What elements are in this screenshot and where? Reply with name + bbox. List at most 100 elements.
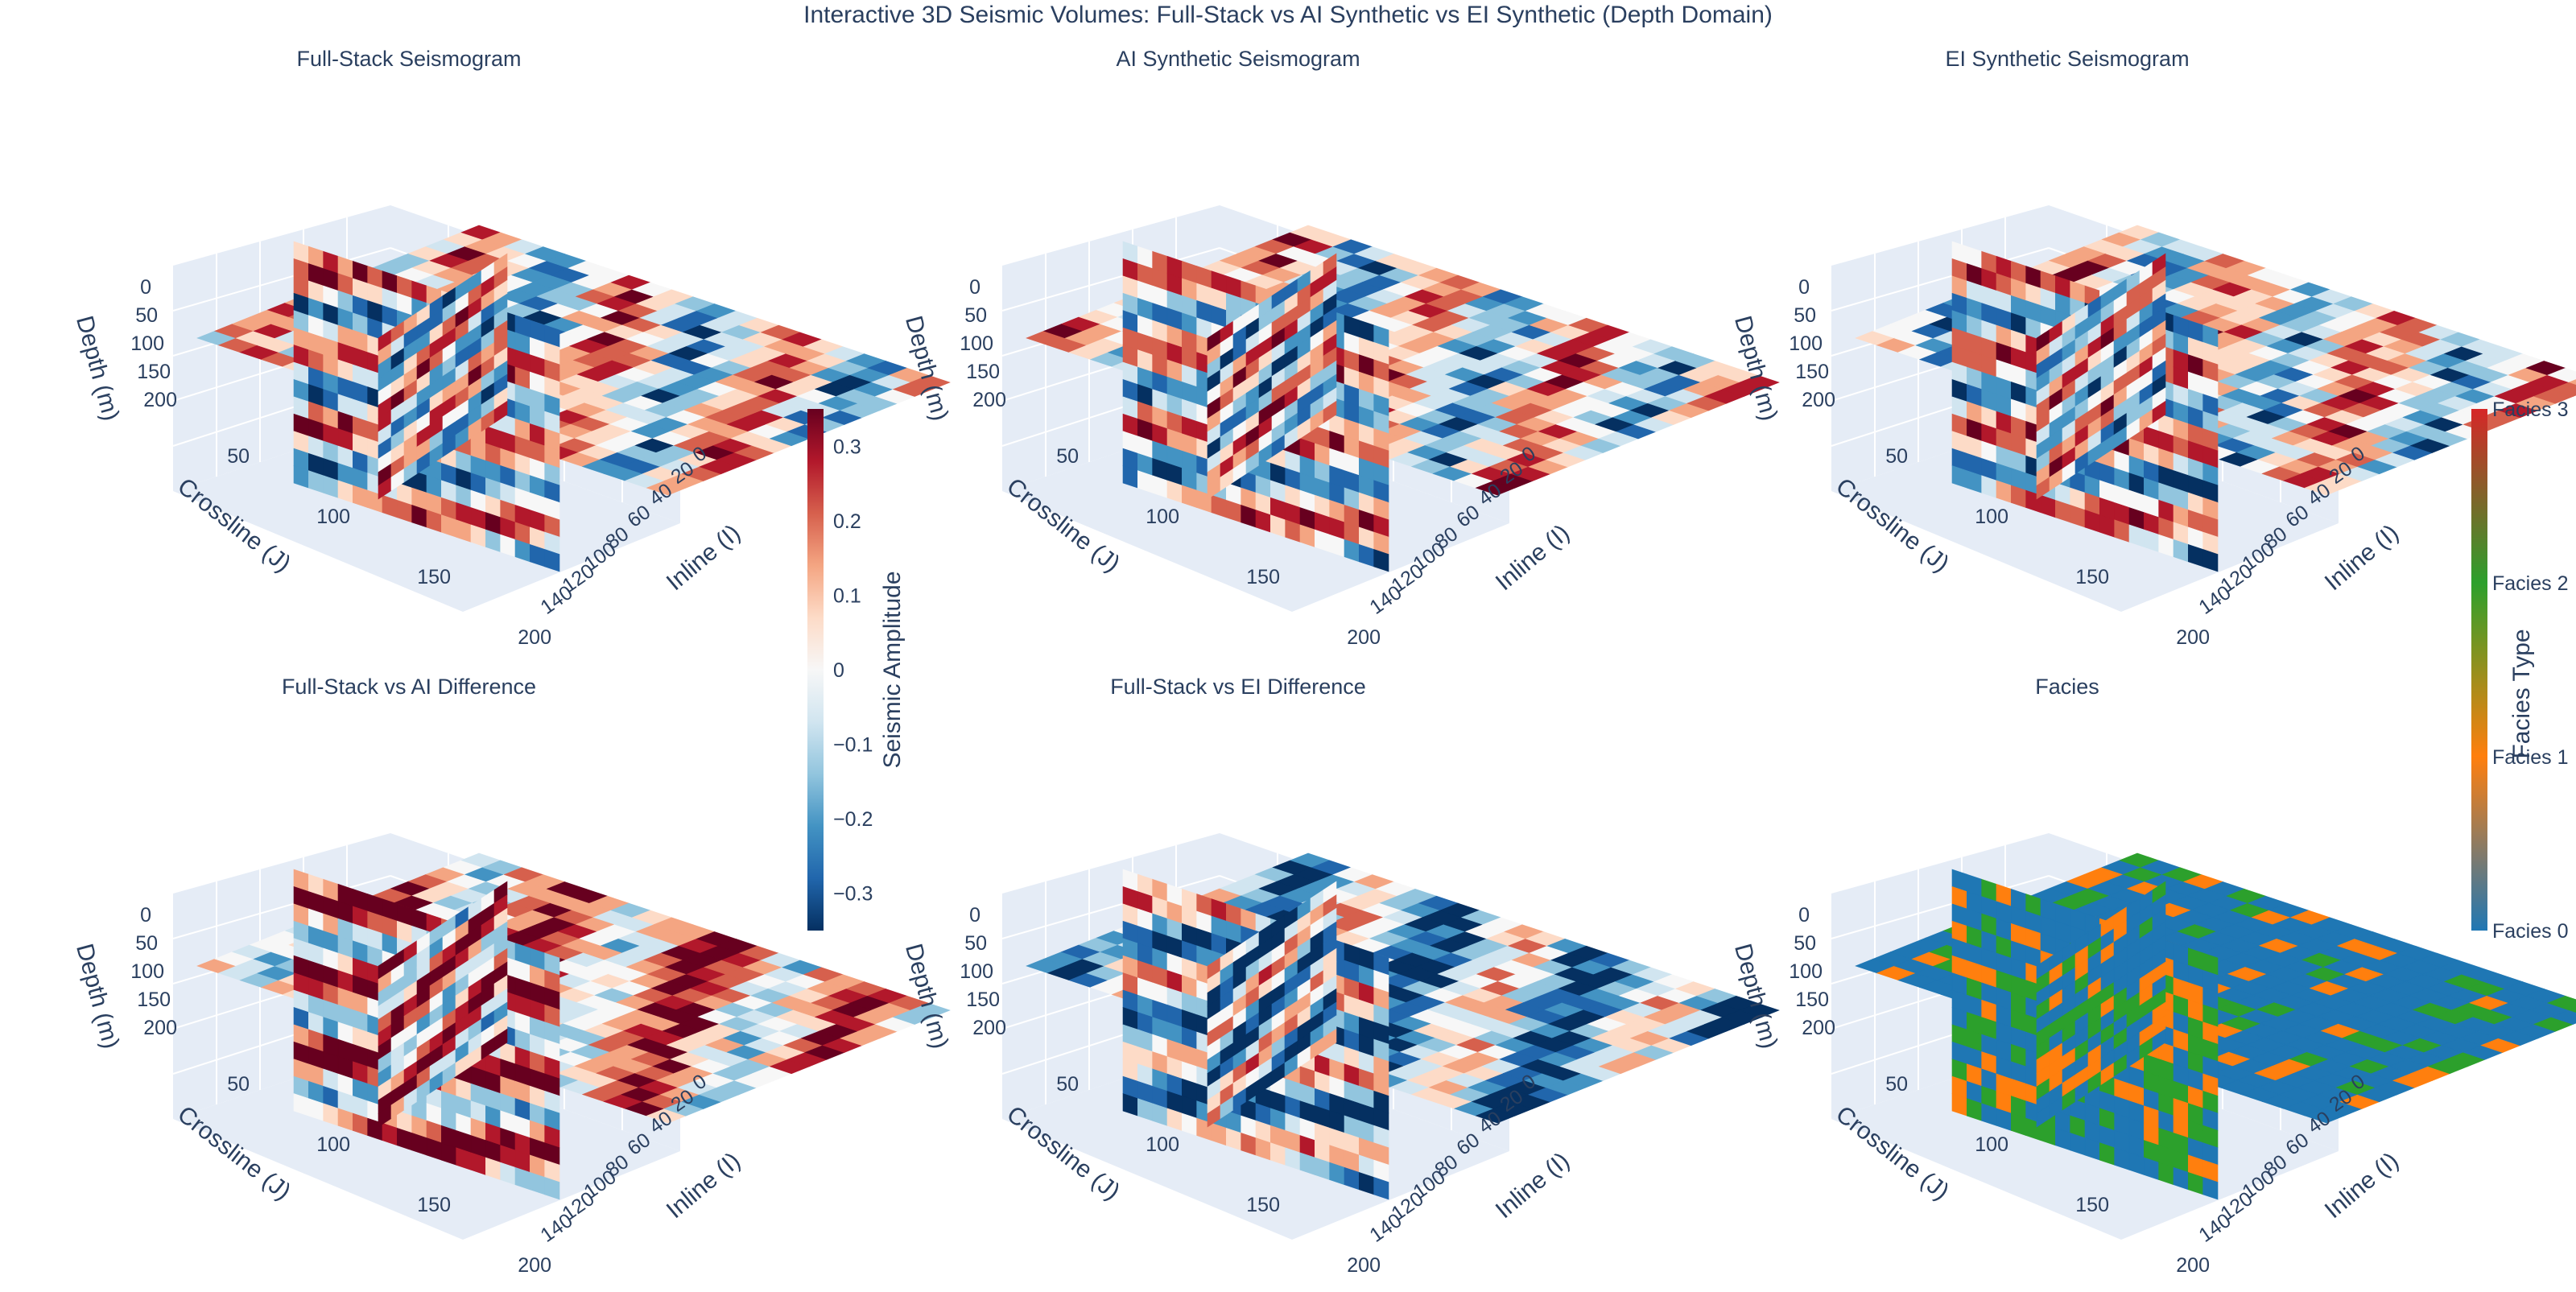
seismic-colorbar[interactable]: 0.3 0.2 0.1 0 −0.1 −0.2 −0.3 Seismic Amplitude bbox=[807, 409, 906, 931]
facies-colorbar-tick: Facies 0 bbox=[2492, 920, 2568, 943]
subplot-title: AI Synthetic Seismogram bbox=[1116, 47, 1360, 71]
depth-tick-label: 200 bbox=[972, 1017, 1006, 1039]
crossline-slice[interactable] bbox=[378, 881, 508, 1128]
crossline-tick-label: 150 bbox=[417, 566, 451, 588]
facies-colorbar[interactable]: Facies 3 Facies 2 Facies 1 Facies 0 Facies T… bbox=[2471, 398, 2568, 943]
depth-tick-label: 100 bbox=[960, 960, 993, 983]
crossline-tick-label: 100 bbox=[1146, 1133, 1179, 1156]
crossline-tick-label: 50 bbox=[1056, 445, 1079, 468]
crossline-tick-label: 200 bbox=[1347, 626, 1381, 649]
subplot-r0c0[interactable]: Full-Stack Seismogram 0 50 100 150 200 Depth (… bbox=[71, 47, 951, 649]
depth-tick-label: 0 bbox=[1798, 904, 1810, 927]
depth-tick-label: 50 bbox=[135, 932, 158, 955]
depth-tick-label: 50 bbox=[1794, 304, 1816, 327]
seismic-colorbar-tick: 0.1 bbox=[833, 584, 861, 607]
depth-tick-label: 0 bbox=[1798, 276, 1810, 299]
crossline-tick-label: 200 bbox=[2176, 1254, 2210, 1277]
depth-tick-label: 0 bbox=[969, 904, 980, 927]
crossline-tick-label: 50 bbox=[1885, 1073, 1908, 1096]
crossline-slice[interactable] bbox=[2036, 253, 2166, 500]
inline-axis-label: Inline (I) bbox=[662, 519, 745, 596]
depth-tick-label: 150 bbox=[137, 989, 171, 1011]
depth-tick-label: 50 bbox=[964, 304, 987, 327]
crossline-slice[interactable] bbox=[378, 253, 508, 500]
facies-colorbar-title: Facies Type bbox=[2508, 629, 2535, 758]
inline-axis-label: Inline (I) bbox=[2320, 1147, 2404, 1224]
seismic-colorbar-tick: −0.1 bbox=[833, 734, 873, 757]
crossline-tick-label: 200 bbox=[1347, 1254, 1381, 1277]
subplot-title: Full-Stack vs EI Difference bbox=[1110, 675, 1366, 699]
depth-tick-label: 0 bbox=[140, 904, 151, 927]
depth-tick-label: 150 bbox=[966, 989, 1000, 1011]
depth-tick-label: 200 bbox=[972, 389, 1006, 411]
depth-tick-label: 200 bbox=[143, 389, 177, 411]
depth-axis-label: Depth (m) bbox=[71, 941, 124, 1051]
depth-tick-label: 100 bbox=[1789, 960, 1823, 983]
inline-axis-label: Inline (I) bbox=[1491, 1147, 1575, 1224]
crossline-tick-label: 50 bbox=[227, 1073, 250, 1096]
figure-title: Interactive 3D Seismic Volumes: Full-Sta… bbox=[803, 2, 1773, 28]
crossline-tick-label: 100 bbox=[316, 1133, 350, 1156]
crossline-tick-label: 200 bbox=[2176, 626, 2210, 649]
depth-tick-label: 150 bbox=[966, 361, 1000, 383]
crossline-tick-label: 100 bbox=[316, 506, 350, 528]
depth-tick-label: 100 bbox=[1789, 332, 1823, 355]
depth-tick-label: 200 bbox=[143, 1017, 177, 1039]
crossline-slice[interactable] bbox=[2036, 881, 2166, 1128]
seismic-colorbar-tick: 0.3 bbox=[833, 435, 861, 458]
depth-axis: 0 50 100 150 200 Depth (m) bbox=[71, 276, 177, 423]
depth-tick-label: 150 bbox=[137, 361, 171, 383]
subplot-title: Facies bbox=[2035, 675, 2099, 699]
depth-axis: 0 50 100 150 200 Depth (m) bbox=[71, 904, 177, 1051]
depth-axis-label: Depth (m) bbox=[71, 313, 124, 423]
crossline-tick-label: 50 bbox=[227, 445, 250, 468]
depth-tick-label: 200 bbox=[1802, 1017, 1835, 1039]
depth-tick-label: 100 bbox=[130, 332, 164, 355]
inline-axis-label: Inline (I) bbox=[662, 1147, 745, 1224]
inline-slice[interactable] bbox=[1951, 241, 2219, 572]
depth-tick-label: 50 bbox=[1794, 932, 1816, 955]
crossline-tick-label: 100 bbox=[1146, 506, 1179, 528]
subplot-r1c0[interactable]: Full-Stack vs AI Difference 0 50 100 150 200 D… bbox=[71, 675, 951, 1277]
crossline-tick-label: 50 bbox=[1885, 445, 1908, 468]
subplot-title: Full-Stack vs AI Difference bbox=[282, 675, 536, 699]
crossline-tick-label: 150 bbox=[2075, 1194, 2109, 1216]
subplot-title: EI Synthetic Seismogram bbox=[1945, 47, 2189, 71]
seismic-colorbar-title: Seismic Amplitude bbox=[879, 571, 906, 768]
depth-tick-label: 200 bbox=[1802, 389, 1835, 411]
seismic-colorbar-tick: 0.2 bbox=[833, 510, 861, 533]
crossline-tick-label: 150 bbox=[417, 1194, 451, 1216]
seismic-colorbar-ramp bbox=[807, 409, 824, 931]
subplot-r0c1[interactable]: AI Synthetic Seismogram050100150200Depth… bbox=[900, 47, 1780, 649]
depth-tick-label: 150 bbox=[1795, 989, 1829, 1011]
depth-tick-label: 50 bbox=[964, 932, 987, 955]
depth-tick-label: 100 bbox=[130, 960, 164, 983]
crossline-tick-label: 100 bbox=[1975, 1133, 2008, 1156]
facies-colorbar-tick: Facies 1 bbox=[2492, 746, 2568, 769]
seismic-colorbar-tick: −0.3 bbox=[833, 883, 873, 906]
seismic-colorbar-tick: −0.2 bbox=[833, 808, 873, 831]
depth-tick-label: 50 bbox=[135, 304, 158, 327]
crossline-tick-label: 150 bbox=[2075, 566, 2109, 588]
crossline-slice[interactable] bbox=[1207, 881, 1337, 1128]
inline-axis-label: Inline (I) bbox=[2320, 519, 2404, 596]
crossline-tick-label: 200 bbox=[518, 626, 551, 649]
subplot-r0c2[interactable]: EI Synthetic Seismogram050100150200Depth… bbox=[1729, 47, 2576, 649]
facies-colorbar-tick: Facies 3 bbox=[2492, 398, 2568, 421]
crossline-tick-label: 150 bbox=[1246, 566, 1280, 588]
depth-tick-label: 150 bbox=[1795, 361, 1829, 383]
crossline-tick-label: 100 bbox=[1975, 506, 2008, 528]
subplot-r1c1[interactable]: Full-Stack vs EI Difference050100150200D… bbox=[900, 675, 1780, 1277]
crossline-slice[interactable] bbox=[1207, 253, 1337, 500]
facies-colorbar-ramp bbox=[2471, 409, 2487, 931]
crossline-tick-label: 200 bbox=[518, 1254, 551, 1277]
depth-tick-label: 0 bbox=[140, 276, 151, 299]
inline-axis-label: Inline (I) bbox=[1491, 519, 1575, 596]
